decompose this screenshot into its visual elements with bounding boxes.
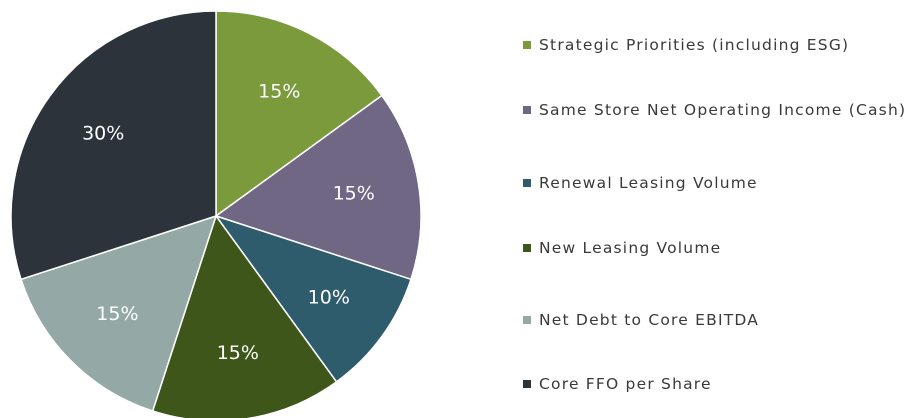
legend-swatch	[523, 244, 531, 252]
legend-item: New Leasing Volume	[523, 237, 918, 259]
legend-swatch	[523, 106, 531, 114]
pie-slice	[214, 94, 422, 281]
pie-slice	[215, 10, 383, 218]
legend-label: Core FFO per Share	[539, 375, 712, 393]
pie-chart: 15% 15% 10% 15% 15% 30%	[10, 10, 422, 418]
data-label: 15%	[96, 303, 138, 325]
legend-item: Renewal Leasing Volume	[523, 172, 918, 194]
data-label: 15%	[217, 342, 259, 364]
legend-swatch	[523, 41, 531, 49]
pie-slice	[10, 10, 217, 281]
legend-item: Same Store Net Operating Income (Cash)	[523, 99, 918, 121]
legend-label: New Leasing Volume	[539, 239, 722, 257]
legend-item: Strategic Priorities (including ESG)	[523, 34, 918, 56]
pie-slice	[151, 214, 338, 418]
legend-swatch	[523, 179, 531, 187]
data-label: 10%	[308, 286, 350, 308]
data-label: 15%	[258, 80, 300, 102]
data-label: 30%	[82, 123, 124, 145]
legend-item: Core FFO per Share	[523, 373, 918, 395]
data-label: 15%	[333, 183, 375, 205]
legend-label: Renewal Leasing Volume	[539, 174, 758, 192]
legend-item: Net Debt to Core EBITDA	[523, 309, 918, 331]
pie-slice	[214, 214, 412, 383]
legend-label: Same Store Net Operating Income (Cash)	[539, 101, 907, 119]
legend-swatch	[523, 316, 531, 324]
legend-label: Strategic Priorities (including ESG)	[539, 36, 850, 54]
pie-slice	[20, 214, 218, 412]
legend-swatch	[523, 380, 531, 388]
legend-label: Net Debt to Core EBITDA	[539, 311, 760, 329]
